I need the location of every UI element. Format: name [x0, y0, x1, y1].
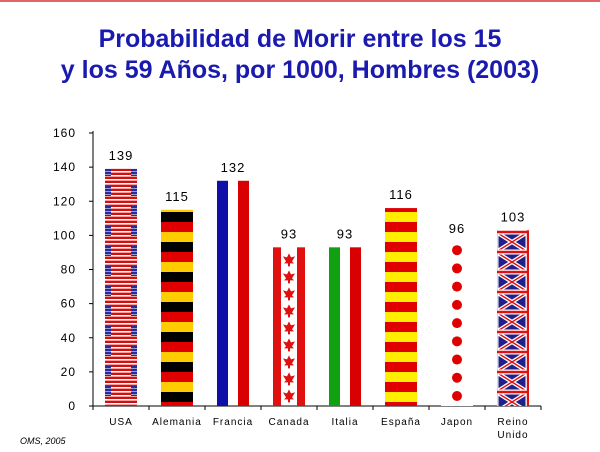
title-line-1: Probabilidad de Morir entre los 15 — [98, 25, 502, 53]
bar-stripe — [297, 247, 305, 406]
x-tick-label: Alemania — [152, 417, 202, 428]
x-axis: USA Alemania Francia Canada Italia España Japo… — [92, 405, 542, 441]
x-tick-label: USA — [109, 417, 133, 428]
x-tick-label: Canada — [268, 417, 309, 428]
chart-title: Probabilidad de Morir entre los 15 y los… — [0, 24, 600, 86]
maple-leaf-icon — [283, 304, 295, 318]
x-tick-label: España — [381, 417, 421, 428]
maple-leaf-icon — [283, 355, 295, 369]
maple-leaf-icon — [283, 389, 295, 403]
y-tick-label: 100 — [53, 228, 76, 242]
red-dot — [452, 391, 462, 401]
bar-group-japan: 96 — [441, 221, 473, 406]
bar-group-spain: 116 — [385, 187, 417, 406]
bar-group-germany: 115 — [161, 189, 193, 406]
bar — [273, 247, 281, 406]
bar-stripe — [238, 180, 249, 406]
bars: 139 115 132 93 93 116 96 103 — [105, 148, 529, 406]
y-tick-label: 40 — [61, 331, 76, 345]
data-label: 93 — [281, 226, 297, 241]
x-tick-label: Japon — [441, 417, 473, 428]
bar — [105, 168, 137, 406]
bar — [329, 247, 340, 406]
data-label: 115 — [165, 189, 189, 204]
x-tick-label: Reino — [497, 417, 528, 428]
y-tick-label: 20 — [61, 365, 76, 379]
bar-group-uk: 103 — [497, 209, 529, 406]
y-axis: 0 20 40 60 80 100 120 140 160 — [53, 126, 94, 413]
y-tick-label: 0 — [68, 399, 76, 413]
data-label: 139 — [109, 148, 134, 163]
bar — [385, 208, 417, 406]
source-credit: OMS, 2005 — [20, 436, 66, 446]
maple-leaf-icon — [283, 372, 295, 386]
y-tick-label: 160 — [53, 126, 76, 140]
red-dot — [452, 245, 462, 256]
y-tick-label: 140 — [53, 160, 76, 174]
y-tick-label: 60 — [61, 297, 76, 311]
red-dot — [452, 354, 462, 365]
bar-group-usa: 139 — [105, 148, 137, 406]
red-dot — [452, 281, 462, 292]
y-tick-label: 120 — [53, 194, 76, 208]
red-dot — [452, 299, 462, 310]
red-dot — [452, 372, 462, 383]
x-tick-label: Italia — [331, 417, 358, 428]
bar — [497, 230, 529, 406]
bar-stripe — [350, 247, 361, 406]
red-dot — [452, 336, 462, 347]
data-label: 132 — [221, 160, 246, 175]
data-label: 93 — [337, 226, 353, 241]
y-tick-label: 80 — [61, 263, 76, 277]
maple-leaf-icon — [283, 287, 295, 301]
data-label: 116 — [389, 187, 413, 202]
x-tick-label-line2: Unido — [497, 430, 528, 441]
maple-leaf-icon — [283, 270, 295, 284]
bar — [217, 180, 228, 406]
x-tick-label: Francia — [213, 417, 253, 428]
bar-group-italy: 93 — [329, 226, 361, 406]
data-label: 96 — [449, 221, 465, 236]
maple-leaf-icon — [283, 338, 295, 352]
title-line-2: y los 59 Años, por 1000, Hombres (2003) — [60, 56, 540, 84]
data-label: 103 — [501, 209, 526, 224]
bar-group-france: 132 — [217, 160, 249, 406]
maple-leaf-icon — [283, 321, 295, 335]
bar-group-canada: 93 — [273, 226, 305, 406]
red-dot — [452, 318, 462, 329]
maple-leaf-icon — [283, 253, 295, 267]
bar — [161, 209, 193, 406]
red-dot — [452, 263, 462, 274]
